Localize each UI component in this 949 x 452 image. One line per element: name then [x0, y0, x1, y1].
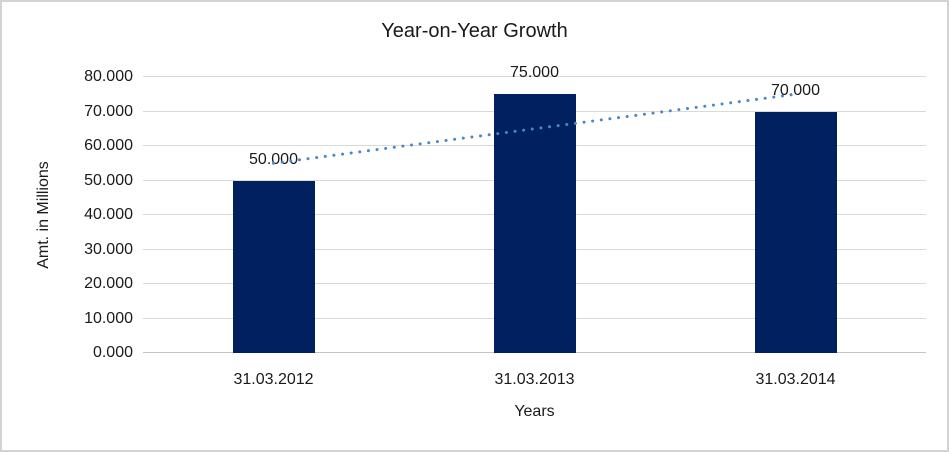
y-tick-label: 30.000 [84, 240, 133, 258]
gridline [143, 76, 926, 77]
y-tick-label: 20.000 [84, 275, 133, 292]
bar-value-label: 50.000 [249, 150, 298, 168]
bar-31.03.2012 [232, 180, 315, 353]
chart-title: Year-on-Year Growth [381, 20, 568, 42]
y-tick-label: 50.000 [84, 171, 133, 189]
x-tick-label: 31.03.2013 [494, 371, 575, 388]
x-tick-label: 31.03.2012 [233, 371, 314, 388]
y-tick-label: 80.000 [84, 68, 133, 85]
bar-31.03.2014 [754, 111, 837, 353]
bar-value-label: 70.000 [771, 81, 820, 99]
x-axis-title: Years [514, 403, 555, 420]
bar-31.03.2013 [493, 94, 576, 353]
y-tick-label: 0.000 [92, 344, 133, 361]
bar-value-label: 75.000 [510, 64, 559, 82]
y-tick-label: 40.000 [84, 206, 133, 223]
y-tick-label: 60.000 [84, 137, 133, 154]
x-tick-label: 31.03.2014 [755, 371, 836, 388]
y-tick-label: 10.000 [84, 309, 133, 327]
y-tick-label: 70.000 [84, 102, 133, 120]
